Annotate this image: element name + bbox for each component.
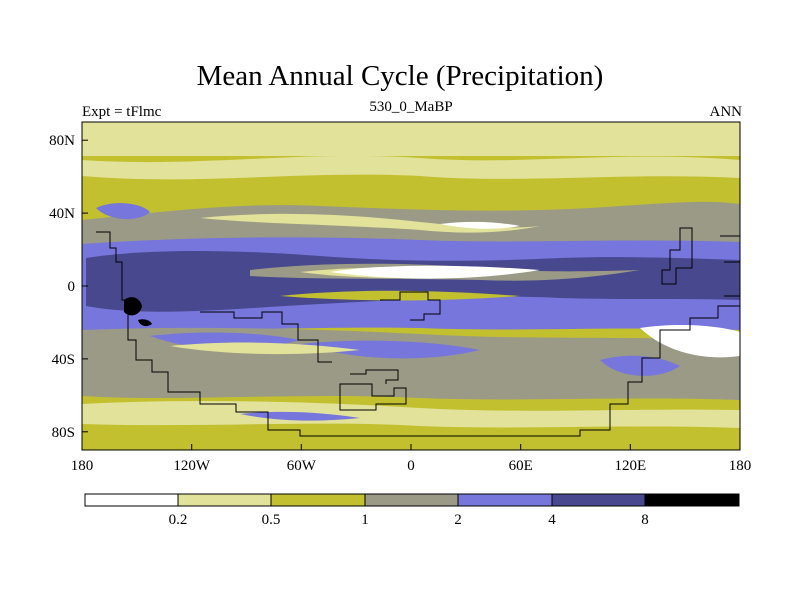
nh-blue-patch bbox=[96, 203, 150, 220]
y-tick-label: 40N bbox=[49, 206, 75, 222]
y-tick-label: 80S bbox=[52, 425, 75, 441]
colorbar-box-3 bbox=[365, 494, 458, 506]
y-tick-label: 80N bbox=[49, 133, 75, 149]
y-tick-label: 0 bbox=[68, 279, 76, 295]
x-tick-label: 120W bbox=[173, 458, 211, 474]
colorbar-label: 0.2 bbox=[169, 512, 188, 528]
colorbar: 0.2 0.5 1 2 4 8 bbox=[84, 493, 740, 528]
x-tick-label: 0 bbox=[407, 458, 415, 474]
season-label: ANN bbox=[709, 104, 743, 120]
max-precip-spot-small bbox=[138, 319, 152, 327]
x-tick-label: 120E bbox=[614, 458, 646, 474]
y-tick-label: 40S bbox=[52, 352, 75, 368]
colorbar-label: 4 bbox=[548, 512, 556, 528]
nh-light-streak bbox=[200, 213, 540, 233]
south-light-band bbox=[82, 401, 740, 428]
colorbar-box-2 bbox=[271, 494, 365, 506]
colorbar-label: 2 bbox=[454, 512, 462, 528]
x-tick-label: 60E bbox=[509, 458, 533, 474]
axis-ticks bbox=[81, 139, 741, 450]
plot-title: Mean Annual Cycle (Precipitation) bbox=[196, 60, 604, 92]
equatorial-dark-belt bbox=[86, 251, 740, 312]
colorbar-box-4 bbox=[458, 494, 552, 506]
y-tick-labels: 80N 40N 0 40S 80S bbox=[49, 133, 75, 441]
continent-outlines bbox=[96, 227, 740, 437]
north-light-band bbox=[82, 122, 740, 156]
colorbar-box-1 bbox=[178, 494, 271, 506]
colorbar-label: 0.5 bbox=[262, 512, 281, 528]
south-blue-streak bbox=[240, 411, 360, 421]
colorbar-label: 1 bbox=[361, 512, 369, 528]
sh-blue-patch-east bbox=[600, 355, 680, 376]
nh-white-streak bbox=[440, 221, 520, 229]
colorbar-box-6 bbox=[645, 494, 739, 506]
colorbar-box-5 bbox=[552, 494, 645, 506]
sh-light-streak bbox=[170, 342, 360, 355]
x-tick-label: 60W bbox=[287, 458, 317, 474]
period-label: 530_0_MaBP bbox=[369, 99, 453, 115]
colorbar-box-0 bbox=[85, 494, 178, 506]
equatorial-white-core bbox=[330, 265, 540, 279]
precipitation-field bbox=[82, 122, 740, 450]
sh-white-streak bbox=[640, 325, 740, 358]
x-tick-label: 180 bbox=[729, 458, 752, 474]
x-tick-labels: 180 120W 60W 0 60E 120E 180 bbox=[71, 458, 752, 474]
north-light-blob bbox=[82, 155, 740, 180]
x-tick-label: 180 bbox=[71, 458, 94, 474]
sh-blue-patch-mid bbox=[300, 340, 480, 359]
colorbar-label: 8 bbox=[641, 512, 649, 528]
experiment-label: Expt = tFlmc bbox=[82, 104, 162, 120]
